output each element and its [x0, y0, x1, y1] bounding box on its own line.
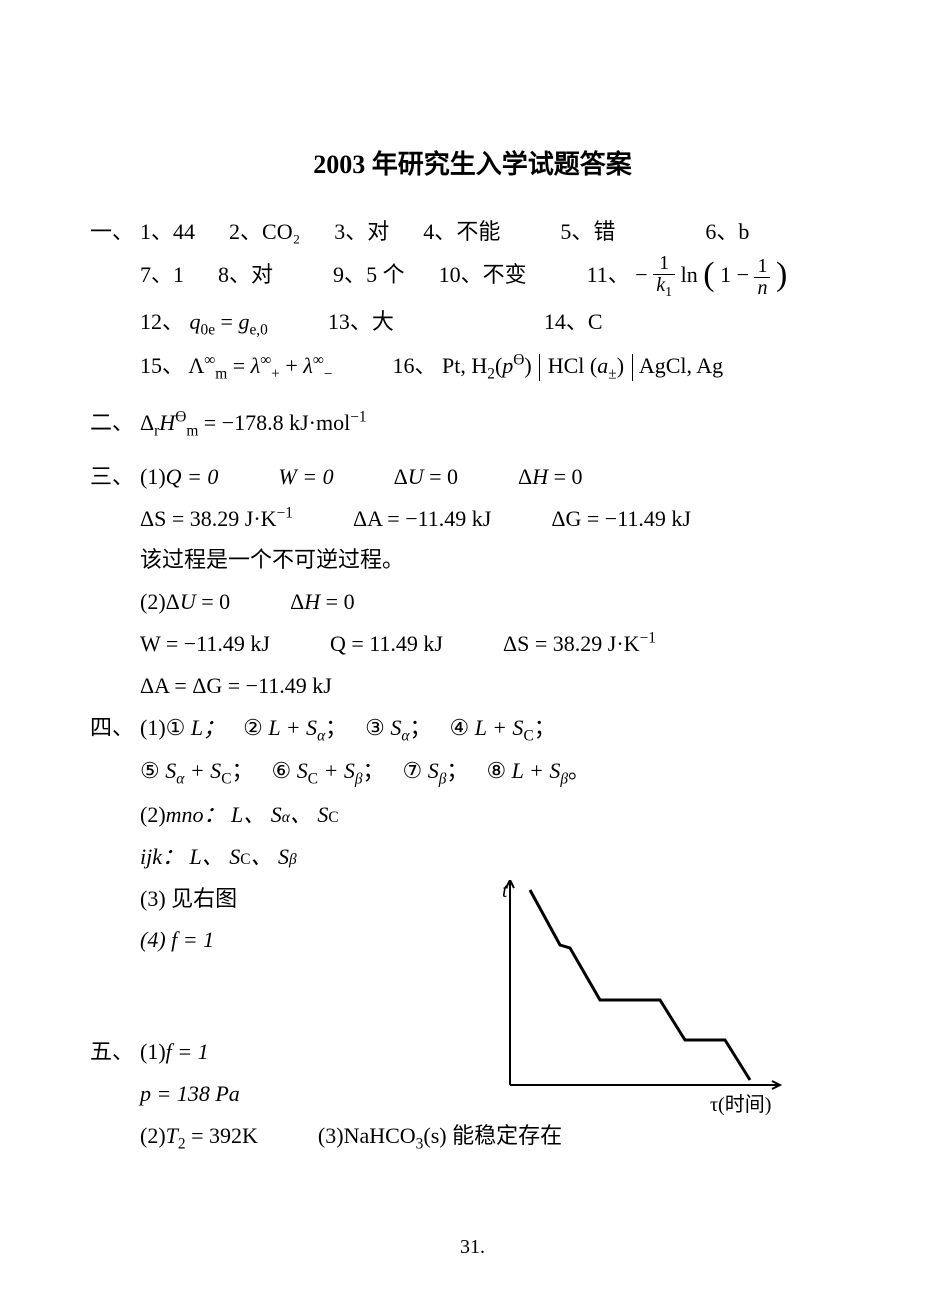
q5-p: p = 138 Pa	[140, 1073, 240, 1115]
page-title: 2003 年研究生入学试题答案	[90, 140, 855, 189]
q4-c7: ⑦ Sβ；	[403, 750, 469, 794]
q16: 16、 Pt, H2(pϴ) HCl (a±) AgCl, Ag	[392, 345, 723, 389]
section-three-row1: 三、 (1) Q = 0 W = 0 ΔU = 0 ΔH = 0	[90, 456, 855, 498]
section-two-label: 二、	[90, 402, 140, 444]
q2-dHr: ΔrHϴm = −178.8 kJ·mol−1	[140, 402, 367, 446]
section-four-row1: 四、 (1) ① L； ② L + Sα； ③ Sα； ④ L + SC；	[90, 707, 855, 751]
section-four-label: 四、	[90, 707, 140, 749]
section-one-row1: 一、 1、44 2、CO₂ 3、对 4、不能 5、错 6、b	[90, 211, 855, 253]
q4-c3: ③ Sα；	[365, 707, 431, 751]
q4-c2: ② L + Sα；	[243, 707, 347, 751]
q4: 4、不能	[423, 211, 500, 253]
q6: 6、b	[705, 211, 749, 253]
q4-c1: ① L；	[166, 707, 225, 749]
q3-dU: ΔU = 0	[394, 456, 458, 498]
q3-dG: ΔG = −11.49 kJ	[551, 498, 691, 540]
q11-frac-outer: 1 k1	[653, 253, 675, 301]
page-number: 31.	[0, 1228, 945, 1266]
q3-dA: ΔA = −11.49 kJ	[353, 498, 491, 540]
section-three-row3: (2) ΔU = 0 ΔH = 0	[140, 581, 855, 623]
q3-Q2: Q = 11.49 kJ	[330, 623, 443, 665]
q12: 12、 q0e = ge,0	[140, 301, 268, 345]
section-three-note: 该过程是一个不可逆过程。	[140, 539, 855, 581]
q9: 9、5 个	[333, 254, 405, 296]
section-five-label: 五、	[90, 1031, 140, 1073]
q15: 15、 Λ∞m = λ∞+ + λ∞−	[140, 345, 332, 389]
section-one-row3: 12、 q0e = ge,0 13、大 14、C	[140, 301, 855, 345]
q4-p3: (3) 见右图	[140, 878, 520, 920]
q4-c8: ⑧ L + Sβ。	[486, 750, 590, 794]
q8: 8、对	[218, 254, 273, 296]
section-four-row2: ⑤ Sα + SC； ⑥ SC + Sβ； ⑦ Sβ； ⑧ L + Sβ。	[140, 750, 855, 794]
cooling-curve-line	[530, 890, 750, 1080]
q3-W: W = 0	[278, 456, 333, 498]
section-one-row4: 15、 Λ∞m = λ∞+ + λ∞− 16、 Pt, H2(pϴ) HCl (…	[140, 345, 855, 389]
q4-c6: ⑥ SC + Sβ；	[271, 750, 384, 794]
q13: 13、大	[328, 301, 394, 343]
q11-frac-inner: 1 n	[754, 256, 770, 299]
q4-c5: ⑤ Sα + SC；	[140, 750, 253, 794]
q7: 7、1	[140, 254, 184, 296]
q3-dH: ΔH = 0	[518, 456, 582, 498]
section-one-row2: 7、1 8、对 9、5 个 10、不变 11、 − 1 k1 ln ( 1 − …	[140, 253, 855, 301]
chart-svg	[490, 880, 790, 1100]
q4-p4: (4) f = 1	[140, 919, 520, 961]
section-three-row2: ΔS = 38.29 J·K−1 ΔA = −11.49 kJ ΔG = −11…	[140, 498, 855, 540]
q3-dS: ΔS = 38.29 J·K−1	[140, 498, 293, 540]
q3: 3、对	[334, 211, 389, 253]
exam-answer-page: 2003 年研究生入学试题答案 一、 1、44 2、CO₂ 3、对 4、不能 5…	[0, 0, 945, 1306]
cell-divider-icon	[632, 354, 633, 382]
q4-c4: ④ L + SC；	[450, 707, 556, 751]
q5-f1: f = 1	[166, 1031, 209, 1073]
q4-p2-mno: (2) mno： L、 Sα、 SC	[140, 794, 520, 836]
chart-y-label: t	[502, 872, 508, 910]
q1: 1、44	[140, 211, 195, 253]
q5-p3: NaHCO3(s) 能稳定存在	[344, 1115, 563, 1159]
q4-p2-ijk: ijk： L、 SC、 Sβ	[140, 836, 520, 878]
section-two: 二、 ΔrHϴm = −178.8 kJ·mol−1	[90, 402, 855, 446]
section-one-label: 一、	[90, 211, 140, 253]
q3-dU2: ΔU = 0	[166, 581, 230, 623]
q10: 10、不变	[439, 254, 527, 296]
q3-W2: W = −11.49 kJ	[140, 623, 270, 665]
section-three-row4: W = −11.49 kJ Q = 11.49 kJ ΔS = 38.29 J·…	[140, 623, 855, 665]
q11: 11、 − 1 k1 ln ( 1 − 1 n )	[587, 253, 788, 301]
q14: 14、C	[544, 301, 603, 343]
q3-dAG2: ΔA = ΔG = −11.49 kJ	[140, 665, 332, 707]
cell-divider-icon	[539, 354, 540, 382]
section-three-label: 三、	[90, 456, 140, 498]
section-four-text-block: (2) mno： L、 Sα、 SC ijk： L、 SC、 Sβ (3) 见右…	[140, 794, 520, 961]
q3-Q: Q = 0	[166, 456, 219, 498]
q3-dS2: ΔS = 38.29 J·K−1	[503, 623, 656, 665]
q2: 2、CO₂	[229, 211, 300, 253]
chart-x-label: τ(时间)	[710, 1086, 771, 1124]
cooling-curve-chart: t τ(时间)	[490, 880, 790, 1120]
q5: 5、错	[560, 211, 615, 253]
q3-dH2: ΔH = 0	[290, 581, 354, 623]
section-three-row5: ΔA = ΔG = −11.49 kJ	[140, 665, 855, 707]
q5-T2: T2 = 392K	[166, 1115, 258, 1159]
